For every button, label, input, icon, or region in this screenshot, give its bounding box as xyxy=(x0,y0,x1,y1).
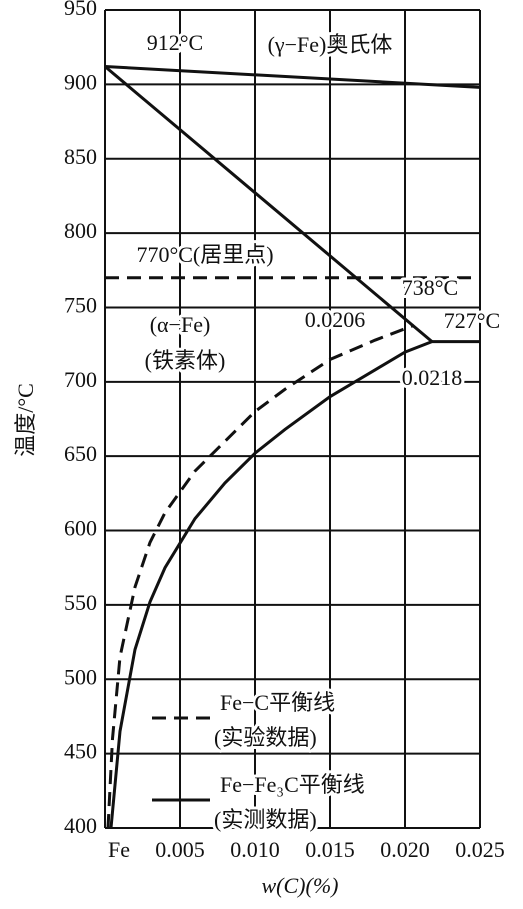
boundary-line xyxy=(104,65,481,89)
y-tick-label: 400 xyxy=(64,813,97,838)
annotation: 0.0218 xyxy=(402,365,463,390)
x-tick-label: Fe xyxy=(108,837,130,862)
x-axis-label: w(C)(%) xyxy=(262,873,339,898)
annotation: 912°C xyxy=(147,30,203,55)
x-tick-label: 0.010 xyxy=(230,837,280,862)
annotation: (γ−Fe)奥氏体 xyxy=(268,32,393,57)
y-tick-label: 900 xyxy=(64,69,97,94)
legend: Fe−C平衡线 (实验数据) Fe−Fe₃C平衡线 (实测数据) xyxy=(152,687,368,835)
y-tick-label: 600 xyxy=(64,516,97,541)
x-tick-label: 0.005 xyxy=(155,837,205,862)
series-line xyxy=(106,323,415,829)
y-axis-label: 温度/°C xyxy=(13,383,38,457)
x-tick-label: 0.020 xyxy=(380,837,430,862)
annotation: 727°C xyxy=(444,308,500,333)
y-tick-label: 950 xyxy=(64,0,97,20)
series-line xyxy=(109,340,480,829)
y-tick-label: 550 xyxy=(64,590,97,615)
y-tick-label: 450 xyxy=(64,739,97,764)
legend-label: (实验数据) xyxy=(214,725,317,750)
grid: 400 450 500 550 600 650 700 750 800 850 900 950 Fe 0.… xyxy=(64,0,505,862)
y-tick-label: 800 xyxy=(64,218,97,243)
annotation: (α−Fe) xyxy=(150,312,211,337)
x-tick-label: 0.025 xyxy=(455,837,505,862)
legend-label: (实测数据) xyxy=(214,807,317,832)
annotations: 912°C (γ−Fe)奥氏体 770°C(居里点) 738°C 0.0206 … xyxy=(133,27,503,393)
annotation: 0.0206 xyxy=(305,307,366,332)
legend-label: Fe−Fe₃C平衡线 xyxy=(220,772,365,797)
x-tick-label: 0.015 xyxy=(305,837,355,862)
annotation: (铁素体) xyxy=(145,348,226,373)
legend-label: Fe−C平衡线 xyxy=(220,690,335,715)
y-tick-label: 850 xyxy=(64,144,97,169)
y-tick-label: 700 xyxy=(64,367,97,392)
y-tick-label: 650 xyxy=(64,441,97,466)
annotation: 770°C(居里点) xyxy=(136,242,273,267)
y-tick-label: 750 xyxy=(64,293,97,318)
annotation: 738°C xyxy=(402,275,458,300)
boundary-line xyxy=(104,65,433,343)
y-tick-label: 500 xyxy=(64,664,97,689)
lines xyxy=(104,65,481,829)
